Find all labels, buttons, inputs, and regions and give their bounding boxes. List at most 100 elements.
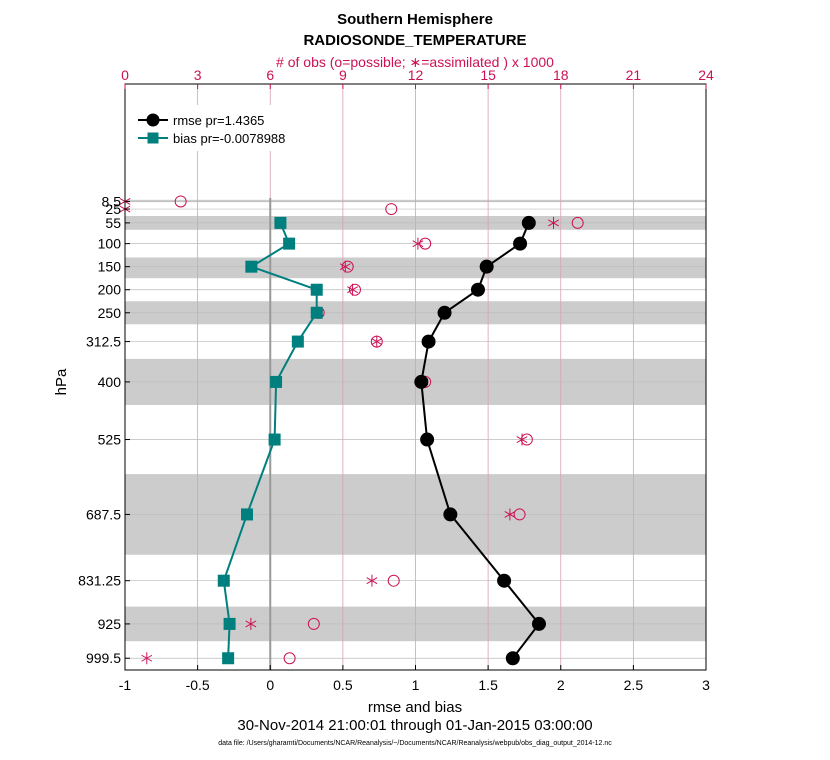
bottom-axis-ticks: -1 -0.5 0 0.5 1 1.5 2 2.5 3 — [119, 665, 710, 693]
y-tick-label: 400 — [98, 374, 122, 390]
obs-possible-marker — [385, 203, 398, 216]
legend-box — [130, 105, 308, 151]
x-axis-label: rmse and bias — [368, 699, 462, 716]
rmse-point — [414, 374, 429, 389]
obs-possible-marker — [341, 260, 354, 273]
obs-assimilated-marker — [548, 216, 559, 229]
obs-possible-marker — [419, 237, 432, 250]
top-tick-label: 18 — [553, 67, 569, 83]
bias-point — [268, 433, 281, 446]
rmse-point — [513, 236, 528, 251]
asterisk-stroke — [548, 219, 559, 227]
y-tick-label: 200 — [98, 282, 122, 298]
obs-possible-marker — [387, 574, 400, 587]
chart-subtitle: RADIOSONDE_TEMPERATURE — [303, 32, 526, 49]
y-tick-label: 525 — [98, 432, 122, 448]
asterisk-stroke — [347, 286, 359, 294]
data-file-label: data file: /Users/gharamti/Documents/NCA… — [218, 740, 612, 747]
bottom-tick-label: 1.5 — [478, 677, 498, 693]
series-lines — [217, 215, 546, 666]
top-axis-label: # of obs (o=possible; ∗=assimilated ) x … — [276, 54, 554, 70]
y-tick-label: 250 — [98, 305, 122, 321]
date-range-label: 30-Nov-2014 21:00:01 through 01-Jan-2015… — [237, 717, 592, 734]
top-tick-label: 24 — [698, 67, 714, 83]
asterisk-stroke — [245, 620, 257, 628]
bias-point — [270, 375, 283, 388]
y-tick-label: 687.5 — [86, 506, 121, 522]
legend-bias-label: bias pr=-0.0078988 — [173, 131, 285, 146]
top-tick-label: 3 — [194, 67, 202, 83]
legend-rmse-label: rmse pr=1.4365 — [173, 113, 264, 128]
y-tick-label: 25 — [105, 201, 121, 217]
bias-point — [310, 283, 323, 296]
bottom-tick-label: -0.5 — [186, 677, 210, 693]
rmse-point — [437, 305, 452, 320]
bottom-tick-label: 2.5 — [624, 677, 644, 693]
obs-possible-marker — [174, 195, 187, 208]
obs-assimilated-marker — [366, 574, 378, 587]
obs-possible-marker — [283, 652, 296, 665]
asterisk-stroke — [371, 338, 383, 346]
top-tick-label: 15 — [480, 67, 496, 83]
y-tick-label: 312.5 — [86, 334, 121, 350]
asterisk-stroke — [412, 240, 424, 248]
obs-possible-marker — [307, 617, 320, 630]
rmse-point — [497, 573, 512, 588]
obs-assimilated-marker — [371, 335, 383, 348]
bias-point — [241, 508, 254, 521]
y-tick-label: 925 — [98, 616, 122, 632]
y-tick-label: 999.5 — [86, 650, 121, 666]
bottom-tick-label: 2 — [557, 677, 565, 693]
legend-bias-marker — [147, 132, 159, 144]
obs-possible-marker — [513, 508, 526, 521]
bias-point — [283, 237, 296, 250]
top-tick-label: 0 — [121, 67, 129, 83]
bottom-tick-label: 0.5 — [333, 677, 353, 693]
top-axis-ticks: 0 3 6 9 12 15 18 21 24 — [121, 67, 714, 89]
y-tick-label: 150 — [98, 259, 122, 275]
rmse-point — [505, 651, 520, 666]
rmse-point — [421, 334, 436, 349]
asterisk-stroke — [504, 511, 516, 518]
rmse-point — [521, 215, 536, 230]
obs-possible-marker — [348, 283, 361, 296]
rmse-point — [479, 259, 494, 274]
bias-point — [222, 652, 235, 665]
bias-point — [245, 260, 258, 273]
y-axis-label: hPa — [53, 368, 70, 395]
bias-point — [217, 574, 230, 587]
bottom-tick-label: 3 — [702, 677, 710, 693]
rmse-point — [420, 432, 435, 447]
bottom-tick-label: 0 — [266, 677, 274, 693]
asterisk-stroke — [516, 436, 528, 443]
obs-assimilated-marker — [347, 283, 359, 296]
top-tick-label: 6 — [266, 67, 274, 83]
y-tick-label: 831.25 — [78, 573, 121, 589]
obs-possible-marker — [571, 216, 584, 229]
asterisk-stroke — [366, 577, 378, 585]
obs-assimilated-marker — [504, 508, 516, 521]
bias-point — [223, 617, 236, 630]
top-tick-label: 9 — [339, 67, 347, 83]
obs-assimilated-marker — [412, 237, 424, 250]
obs-assimilated-marker — [245, 617, 257, 630]
obs-assimilated-marker — [516, 433, 528, 446]
bias-point — [291, 335, 304, 348]
asterisk-stroke — [141, 654, 153, 662]
top-tick-label: 12 — [408, 67, 424, 83]
bias-line — [222, 222, 318, 659]
rmse-point — [443, 507, 458, 522]
y-tick-label: 55 — [105, 215, 121, 231]
obs-assimilated-marker — [339, 260, 351, 273]
y-tick-label: 8.5 — [102, 193, 122, 209]
y-tick-label: 100 — [98, 236, 122, 252]
chart-title: Southern Hemisphere — [337, 11, 493, 28]
top-tick-label: 21 — [626, 67, 642, 83]
bottom-tick-label: -1 — [119, 677, 132, 693]
bottom-tick-label: 1 — [412, 677, 420, 693]
rmse-point — [470, 282, 485, 297]
bias-point — [310, 306, 323, 319]
legend: rmse pr=1.4365 bias pr=-0.0078988 — [130, 105, 308, 151]
